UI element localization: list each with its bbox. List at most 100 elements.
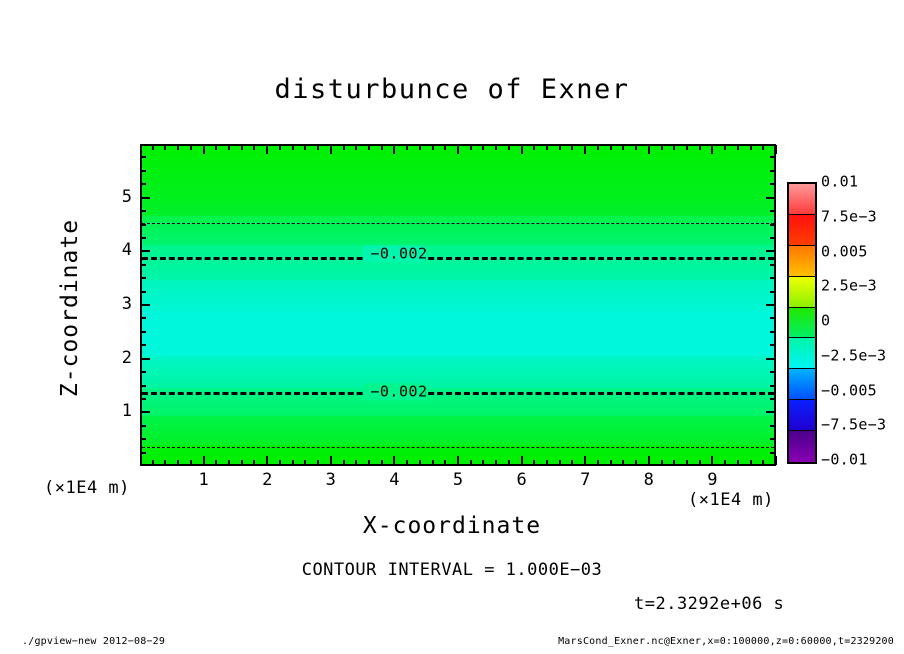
x-axis-tick (202, 456, 205, 465)
x-axis-tick (317, 460, 320, 465)
y-axis-tick (770, 317, 775, 320)
x-axis-tick (482, 145, 485, 150)
x-axis-tick (202, 145, 205, 154)
x-axis-tick (584, 145, 587, 154)
contour-label-mask (362, 383, 425, 401)
colorbar-tick-label: 0 (821, 311, 831, 330)
x-axis-tick (380, 145, 383, 150)
colorbar-tick-label: 7.5e−3 (821, 207, 877, 226)
x-axis-tick (647, 145, 650, 154)
colorbar-cell (789, 276, 815, 308)
y-axis-tick (141, 451, 146, 454)
colorbar-cell (789, 184, 815, 215)
colorbar-cell (789, 338, 815, 370)
x-axis-tick (457, 145, 459, 154)
x-axis-tick (546, 145, 549, 150)
x-axis-tick (164, 460, 167, 465)
x-axis-tick (291, 145, 294, 150)
footer-source-label: MarsCond_Exner.nc@Exner,x=0:100000,z=0:6… (558, 636, 894, 647)
field-band (142, 146, 774, 216)
y-axis-tick (141, 344, 146, 347)
x-axis-tick (317, 145, 320, 150)
y-axis-tick (141, 384, 146, 387)
x-unit-label-right: (×1E4 m) (688, 490, 774, 510)
field-band (142, 279, 774, 312)
x-axis-tick (215, 145, 218, 150)
x-axis-tick (329, 456, 332, 465)
x-axis-tick (736, 145, 739, 150)
y-axis-tick (766, 196, 775, 199)
colorbar-cell (789, 214, 815, 246)
x-axis-tick (355, 145, 358, 150)
x-axis-tick (266, 145, 269, 154)
x-axis-tick (685, 145, 688, 150)
x-axis-tick (266, 456, 269, 465)
contour-line (142, 392, 774, 396)
x-axis-tick (304, 460, 307, 465)
x-axis-tick (367, 460, 370, 465)
x-axis-tick (393, 145, 396, 154)
x-axis-tick (775, 145, 777, 154)
colorbar-tick-label: −2.5e−3 (821, 346, 887, 365)
x-axis-tick (533, 460, 536, 465)
y-axis-tick (141, 169, 146, 172)
x-axis-tick (558, 145, 561, 150)
field-band (142, 355, 774, 388)
x-tick-label: 2 (262, 470, 273, 490)
time-label: t=2.3292e+06 s (634, 594, 785, 614)
x-axis-tick (393, 456, 396, 465)
x-axis-tick (698, 460, 701, 465)
x-axis-tick (507, 145, 510, 150)
y-axis-tick (141, 250, 150, 253)
y-axis-tick (770, 344, 775, 347)
y-axis-tick (141, 236, 146, 239)
y-axis-tick (770, 371, 775, 374)
field-band (142, 444, 774, 464)
x-axis-tick (240, 460, 243, 465)
x-axis-tick (622, 145, 625, 150)
x-axis-tick (609, 145, 612, 150)
y-axis-tick (766, 250, 775, 253)
x-axis-tick (444, 460, 447, 465)
x-axis-tick (660, 145, 663, 150)
y-axis-tick (766, 304, 775, 306)
x-axis-tick (520, 456, 523, 465)
contour-plot-panel[interactable]: −0.002 −0.002 (140, 144, 776, 466)
y-axis-tick (770, 384, 775, 387)
y-axis-tick (770, 236, 775, 239)
x-axis-tick (749, 460, 752, 465)
x-tick-label: 5 (452, 470, 464, 490)
y-axis-tick (141, 304, 150, 306)
x-axis-tick (673, 460, 676, 465)
y-axis-tick (141, 424, 146, 427)
y-axis-tick (141, 411, 150, 414)
colorbar-tick-label: 0.01 (821, 172, 859, 191)
y-axis-tick (770, 263, 775, 266)
x-tick-label: 8 (643, 470, 654, 490)
contour-label-mask (362, 245, 425, 263)
y-axis-tick (766, 357, 775, 360)
x-axis-tick (596, 460, 599, 465)
y-axis-tick (141, 223, 146, 226)
y-axis-tick (770, 397, 775, 400)
field-band (142, 244, 774, 280)
colorbar[interactable] (787, 182, 817, 464)
x-axis-tick (240, 145, 243, 150)
y-axis-tick (770, 330, 775, 333)
y-axis-tick (141, 277, 146, 280)
x-axis-tick (291, 460, 294, 465)
y-axis-tick (770, 210, 775, 213)
x-axis-tick (469, 460, 472, 465)
x-axis-tick (546, 460, 549, 465)
y-axis-tick (141, 183, 146, 186)
y-axis-tick (770, 277, 775, 280)
x-axis-tick (558, 460, 561, 465)
y-tick-label: 5 (121, 186, 132, 207)
y-axis-tick (141, 357, 150, 360)
field-band (142, 311, 774, 356)
y-axis-tick (770, 290, 775, 293)
x-axis-tick (342, 460, 345, 465)
x-axis-tick (724, 145, 727, 150)
colorbar-tick-label: −7.5e−3 (821, 415, 887, 434)
contour-value-label: −0.002 (370, 383, 428, 402)
